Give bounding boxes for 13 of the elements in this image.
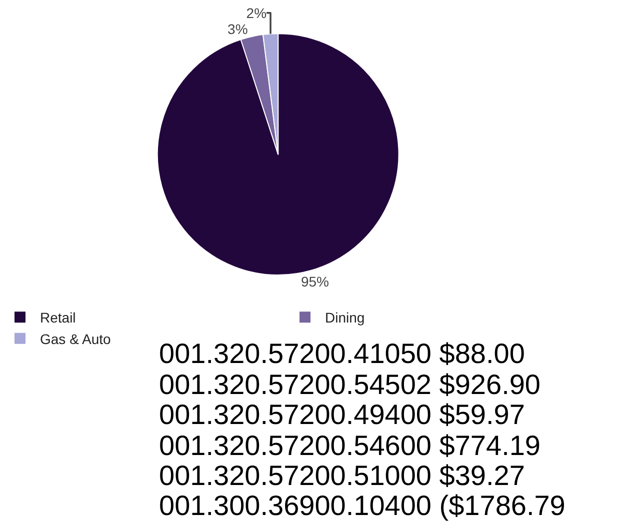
data-label: 3% bbox=[228, 20, 248, 37]
text: 001.320.57200.51000 $39.27 bbox=[159, 460, 525, 491]
text: 001.320.57200.49400 $59.97 bbox=[159, 399, 525, 430]
data-label: 95% bbox=[300, 273, 330, 290]
pie-slice bbox=[157, 33, 400, 276]
text: 001.320.57200.54600 $774.19 bbox=[159, 430, 540, 461]
data-label: 2% bbox=[246, 4, 267, 21]
legend-label: Gas & Auto bbox=[40, 330, 112, 347]
legend-label: Retail bbox=[40, 310, 76, 326]
text: 001.320.57200.54502 $926.90 bbox=[159, 369, 540, 400]
text: 001.320.57200.41050 $88.00 bbox=[159, 338, 525, 369]
text: 001.300.36900.10400 ($1786.79 bbox=[159, 490, 566, 521]
legend-label: Dining bbox=[325, 310, 365, 326]
